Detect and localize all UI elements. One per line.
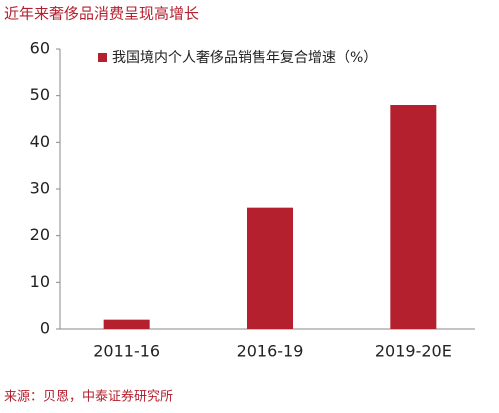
y-tick-label: 10: [30, 272, 50, 291]
legend-label: 我国境内个人奢侈品销售年复合增速（%）: [112, 49, 377, 66]
y-tick-label: 50: [30, 85, 50, 104]
bar: [103, 319, 150, 329]
bar: [390, 105, 437, 329]
x-tick-label: 2016-19: [237, 342, 304, 361]
bar: [247, 207, 293, 329]
chart-title: 近年来奢侈品消费呈现高增长: [4, 5, 199, 23]
y-tick-label: 40: [30, 132, 50, 151]
y-tick-label: 20: [30, 225, 50, 244]
source: 来源：贝恩，中泰证券研究所: [4, 389, 173, 405]
y-tick-label: 0: [40, 319, 50, 338]
y-tick-label: 30: [30, 179, 50, 198]
x-tick-label: 2019-20E: [375, 342, 452, 361]
x-tick-label: 2011-16: [93, 342, 160, 361]
legend-swatch: [98, 53, 107, 62]
y-tick-label: 60: [30, 39, 50, 58]
